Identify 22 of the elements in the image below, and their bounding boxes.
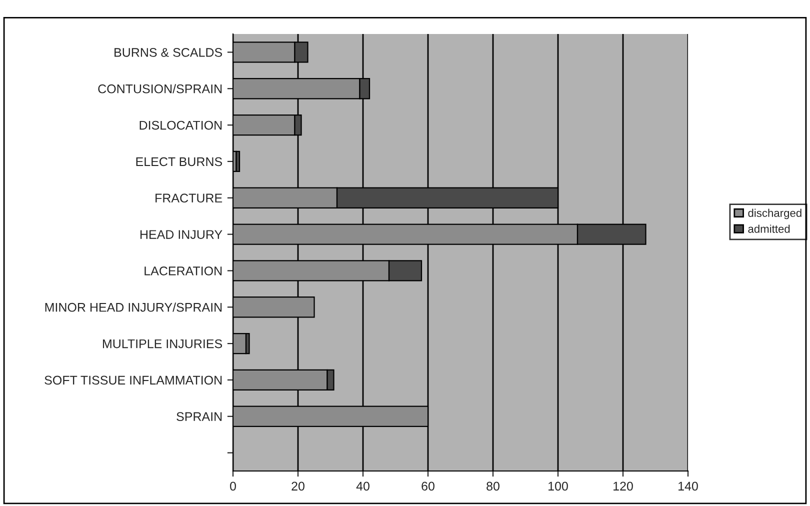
- legend-label: discharged: [748, 208, 802, 220]
- y-tick-label: FRACTURE: [156, 194, 222, 203]
- x-tick-label: 120: [614, 482, 633, 491]
- bar: [236, 150, 240, 172]
- y-tick-label: HEAD INJURY: [140, 230, 222, 239]
- y-tick-label: SOFT TISSUE INFLAMMATION: [44, 376, 222, 385]
- y-tick-label: LACERATION: [144, 266, 222, 276]
- x-tick-label: 0: [230, 482, 236, 491]
- y-tick-label: DISLOCATION: [140, 120, 222, 130]
- legend-label: admitted: [748, 224, 790, 233]
- y-tick-label: MULTIPLE INJURIES: [102, 339, 222, 348]
- x-tick-label: 20: [292, 482, 304, 491]
- y-tick-label: SPRAIN: [176, 412, 222, 422]
- y-tick-label: BURNS & SCALDS: [114, 48, 222, 57]
- x-tick-label: 60: [422, 482, 434, 491]
- y-tick-label: CONTUSION/SPRAIN: [98, 84, 222, 94]
- y-tick-label: ELECT BURNS: [136, 157, 222, 166]
- x-tick-label: 140: [678, 482, 698, 491]
- y-tick-label: MINOR HEAD INJURY/SPRAIN: [45, 302, 222, 312]
- x-tick-label: 40: [356, 482, 370, 491]
- x-tick-label: 80: [486, 482, 500, 491]
- x-tick-label: 100: [548, 482, 568, 491]
